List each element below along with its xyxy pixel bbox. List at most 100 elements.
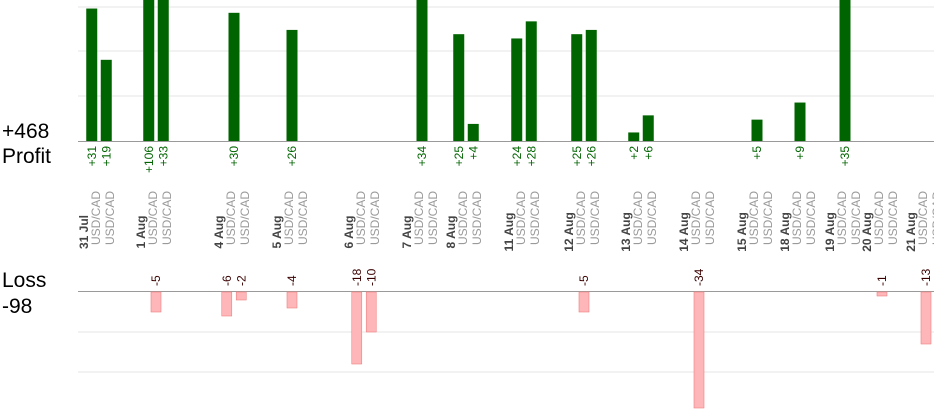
- loss-value-label: -1: [875, 275, 889, 286]
- pair-label: USD/CAD: [645, 191, 659, 245]
- loss-bar: [578, 291, 590, 313]
- profit-bar: [157, 0, 169, 141]
- profit-total: +468: [2, 120, 50, 143]
- pair-label: USD/CAD: [89, 191, 103, 245]
- profit-value-label: +4: [466, 146, 480, 160]
- date-label: 13 Aug: [619, 212, 633, 252]
- profit-label: Profit: [2, 145, 52, 168]
- profit-bar: [100, 59, 112, 142]
- profit-value-label: +26: [584, 146, 598, 167]
- pair-label: USD/CAD: [835, 191, 849, 245]
- profit-bar: [453, 34, 465, 141]
- pair-label: USD/CAD: [470, 191, 484, 245]
- loss-value-label: -6: [220, 275, 234, 286]
- loss-value-label: -5: [577, 275, 591, 286]
- loss-bar: [693, 291, 705, 409]
- profit-value-label: +25: [570, 146, 584, 167]
- profit-value-label: +2: [627, 146, 641, 160]
- date-label: 12 Aug: [562, 212, 576, 252]
- loss-total: -98: [2, 295, 33, 318]
- profit-value-label: +35: [838, 146, 852, 167]
- profit-value-label: +5: [750, 146, 764, 160]
- date-label: 8 Aug: [444, 216, 458, 249]
- profit-value-label: +31: [85, 146, 99, 167]
- date-label: 14 Aug: [677, 212, 691, 252]
- pair-label: USD/CAD: [916, 191, 930, 245]
- profit-bar: [585, 29, 597, 142]
- date-label: 18 Aug: [778, 212, 792, 252]
- date-label: 7 Aug: [400, 216, 414, 249]
- profit-bar: [794, 102, 806, 141]
- pair-label: USD/CAD: [804, 191, 818, 245]
- profit-bar: [143, 0, 155, 141]
- loss-value-label: -5: [149, 275, 163, 286]
- profit-value-label: +19: [99, 146, 113, 167]
- profit-value-label: +24: [510, 146, 524, 167]
- date-label: 19 Aug: [823, 212, 837, 252]
- pair-label: USD/CAD: [588, 191, 602, 245]
- profit-bar: [571, 34, 583, 141]
- pair-label: USD/CAD: [790, 191, 804, 245]
- pair-label: USD/CAD: [354, 191, 368, 245]
- loss-bar: [286, 291, 298, 309]
- date-label: 11 Aug: [502, 213, 516, 252]
- pair-label: USD/CAD: [574, 191, 588, 245]
- pair-label: USD/CAD: [761, 191, 775, 245]
- profit-value-label: +30: [227, 146, 241, 167]
- loss-bar: [876, 291, 888, 297]
- loss-value-label: -34: [692, 268, 706, 286]
- loss-value-label: -18: [350, 268, 364, 286]
- pair-label: USD/CAD: [930, 191, 934, 245]
- profit-value-label: +28: [524, 146, 538, 167]
- date-label: 6 Aug: [342, 216, 356, 249]
- pair-label: USD/CAD: [426, 191, 440, 245]
- loss-label: Loss: [2, 269, 47, 292]
- date-label: 5 Aug: [270, 216, 284, 249]
- profit-value-label: +25: [452, 146, 466, 167]
- loss-bar: [221, 291, 233, 317]
- pair-label: USD/CAD: [103, 191, 117, 245]
- loss-value-label: -4: [285, 275, 299, 286]
- loss-value-label: -2: [234, 275, 248, 286]
- loss-bar: [150, 291, 162, 313]
- profit-bar: [628, 132, 640, 141]
- pair-label: USD/CAD: [689, 191, 703, 245]
- date-label: 4 Aug: [212, 216, 226, 249]
- pair-label: USD/CAD: [747, 191, 761, 245]
- profit-value-label: +106: [142, 146, 156, 173]
- loss-value-label: -13: [919, 268, 933, 286]
- pair-label: USD/CAD: [528, 191, 542, 245]
- loss-bar: [351, 291, 363, 365]
- pair-label: USD/CAD: [282, 191, 296, 245]
- pair-label: USD/CAD: [146, 191, 160, 245]
- profit-bar: [286, 29, 298, 142]
- profit-value-label: +6: [641, 146, 655, 160]
- profit-value-label: +9: [793, 146, 807, 160]
- pair-label: USD/CAD: [368, 191, 382, 245]
- profit-value-label: +33: [156, 146, 170, 167]
- loss-bar: [235, 291, 247, 301]
- profit-bar: [511, 38, 523, 141]
- date-label: 15 Aug: [735, 212, 749, 252]
- profit-bar: [416, 0, 428, 141]
- profit-bar: [839, 0, 851, 141]
- pair-label: USD/CAD: [296, 191, 310, 245]
- pair-label: USD/CAD: [849, 191, 863, 245]
- pair-label: USD/CAD: [456, 191, 470, 245]
- profit-value-label: +26: [285, 146, 299, 167]
- loss-bar: [920, 291, 932, 345]
- pair-label: USD/CAD: [238, 191, 252, 245]
- profit-bar: [228, 12, 240, 142]
- date-label: 1 Aug: [134, 216, 148, 249]
- profit-value-label: +34: [415, 146, 429, 167]
- pair-label: USD/CAD: [631, 191, 645, 245]
- loss-value-label: -10: [364, 268, 378, 286]
- profit-bar: [86, 8, 98, 141]
- profit-bar: [642, 115, 654, 141]
- pair-label: USD/CAD: [886, 191, 900, 245]
- date-label: 20 Aug: [860, 212, 874, 252]
- profit-bar: [467, 123, 479, 141]
- loss-bar: [365, 291, 377, 333]
- date-label: 21 Aug: [904, 212, 918, 252]
